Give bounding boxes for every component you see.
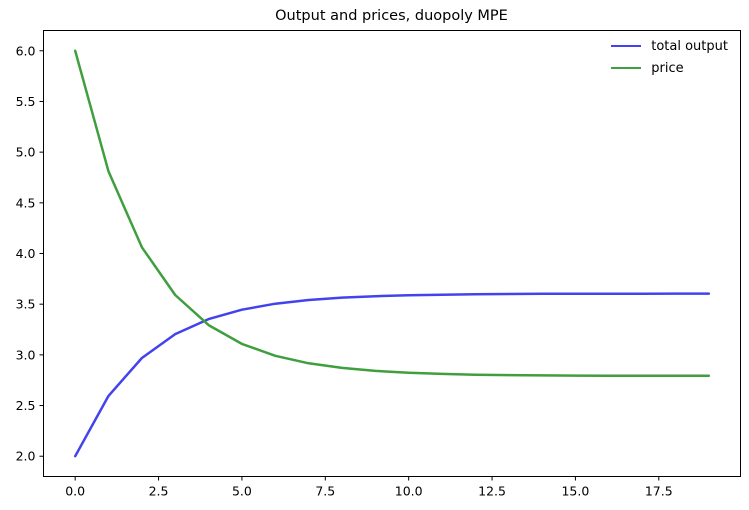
y-tick-label: 5.5 xyxy=(16,94,36,109)
y-tick-label: 2.0 xyxy=(16,449,36,464)
y-tick-label: 3.5 xyxy=(16,297,36,312)
y-tick-label: 4.0 xyxy=(16,246,36,261)
total-output-line xyxy=(73,292,711,458)
x-tick-label: 10.0 xyxy=(395,484,423,499)
legend-item-total-output: total output xyxy=(611,37,728,55)
x-tick-label: 2.5 xyxy=(149,484,169,499)
y-tick-label: 5.0 xyxy=(16,145,36,160)
x-tick-label: 7.5 xyxy=(315,484,335,499)
legend-label-price: price xyxy=(651,60,684,76)
legend-line-swatch-total-output xyxy=(611,45,642,47)
legend-item-price: price xyxy=(611,59,728,77)
chart-title: Output and prices, duopoly MPE xyxy=(275,8,508,24)
x-tick-label: 12.5 xyxy=(478,484,506,499)
axes-frame xyxy=(43,30,741,477)
y-tick-label: 3.0 xyxy=(16,347,36,362)
x-tick-label: 0.0 xyxy=(65,484,85,499)
x-tick-label: 5.0 xyxy=(232,484,252,499)
legend-label-total-output: total output xyxy=(651,38,728,54)
legend: total output price xyxy=(611,37,728,77)
price-line xyxy=(73,49,711,378)
y-tick-label: 2.5 xyxy=(16,398,36,413)
x-tick-label: 17.5 xyxy=(645,484,673,499)
x-tick-label: 15.0 xyxy=(561,484,589,499)
y-tick-label: 4.5 xyxy=(16,195,36,210)
legend-line-swatch-price xyxy=(611,67,642,69)
y-tick-label: 6.0 xyxy=(16,43,36,58)
